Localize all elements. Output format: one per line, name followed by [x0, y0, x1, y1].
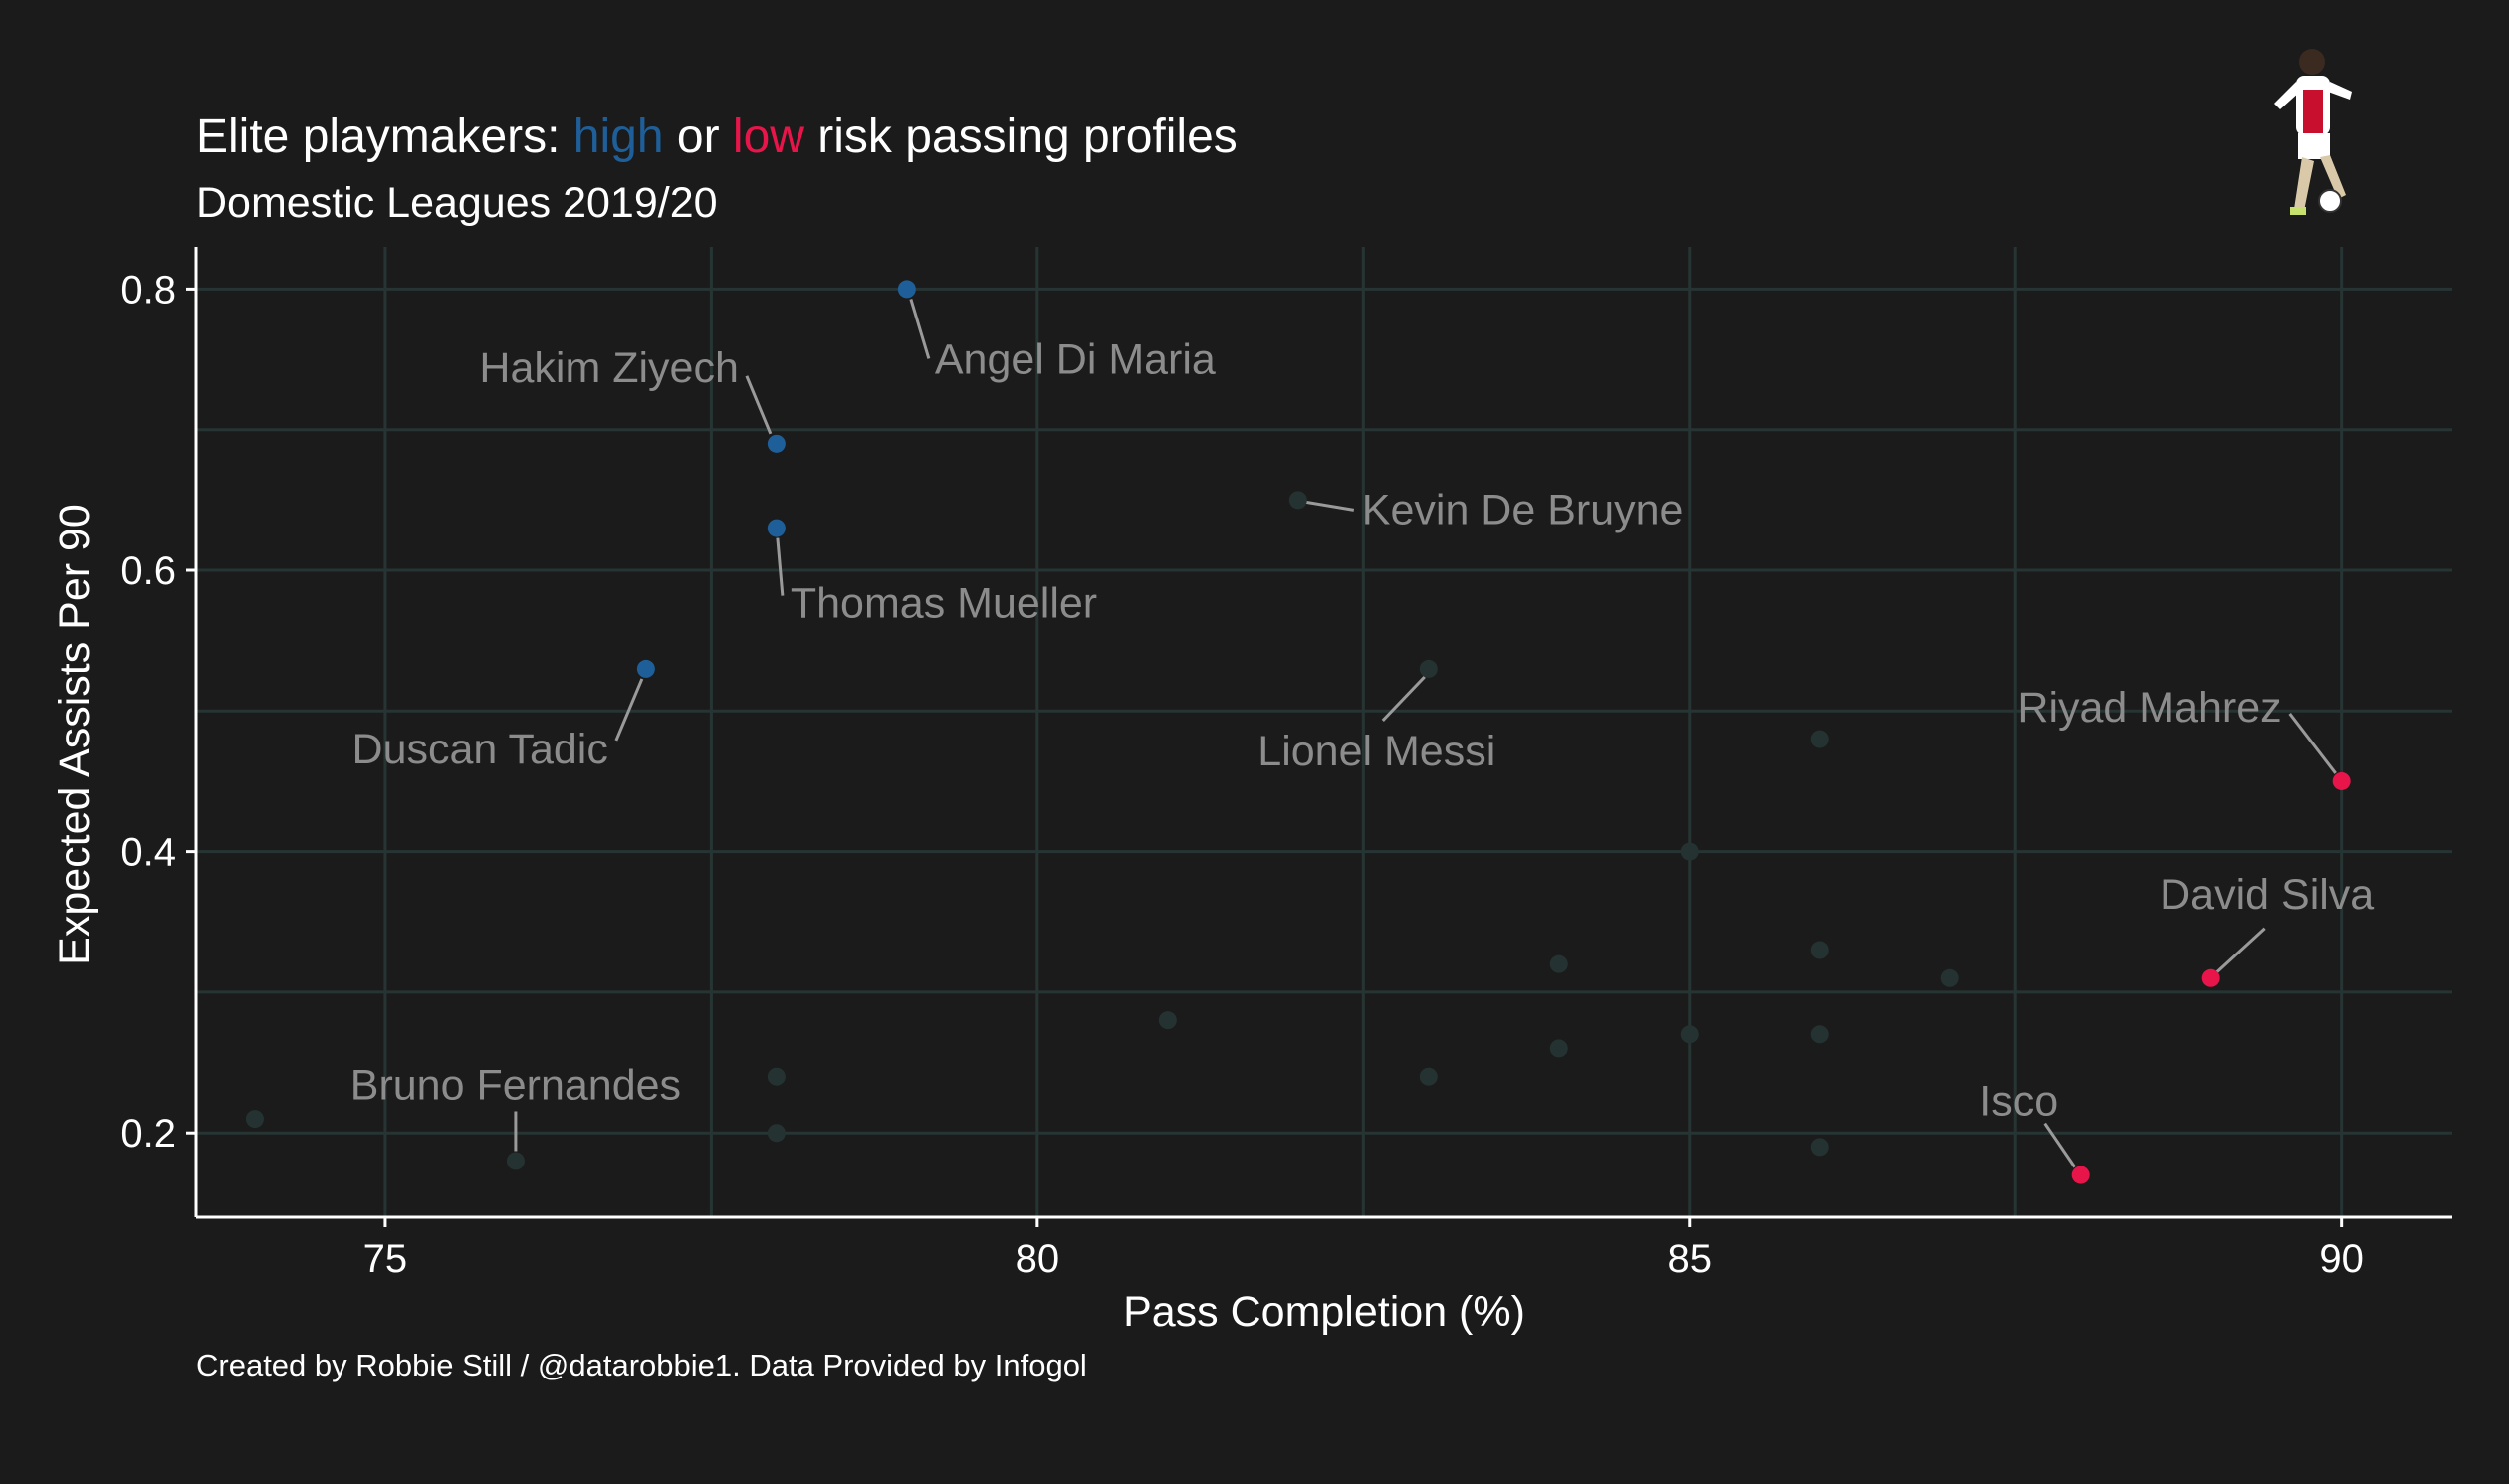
data-point: [1419, 1067, 1438, 1086]
title-part: risk passing profiles: [804, 110, 1238, 163]
data-point: [2071, 1166, 2090, 1184]
label-leader-line: [2215, 927, 2266, 973]
data-point: [767, 1067, 786, 1086]
point-label: Hakim Ziyech: [479, 344, 738, 392]
y-tick-label: 0.6: [120, 549, 176, 593]
axes: 75 80 85 90 0.2 0.4 0.6 0.8: [120, 247, 2452, 1281]
label-leader-line: [2043, 1122, 2076, 1168]
chart-subtitle: Domestic Leagues 2019/20: [196, 179, 718, 227]
title-part: Elite playmakers:: [196, 110, 573, 163]
x-tick-label: 85: [1668, 1237, 1712, 1281]
data-point: [245, 1110, 264, 1129]
y-tick-label: 0.8: [120, 268, 176, 312]
y-tick-label: 0.2: [120, 1112, 176, 1156]
y-axis-title: Expected Assists Per 90: [51, 504, 99, 965]
data-point: [506, 1152, 525, 1170]
point-labels: Angel Di Maria Hakim Ziyech Thomas Mueller…: [350, 335, 2375, 1125]
leader-lines: [514, 298, 2337, 1168]
point-label: Duscan Tadic: [352, 726, 608, 773]
point-label: Isco: [1979, 1078, 2058, 1126]
point-label: Lionel Messi: [1257, 728, 1495, 775]
label-leader-line: [614, 678, 644, 742]
point-label: Kevin De Bruyne: [1362, 486, 1684, 533]
data-point: [1419, 659, 1438, 678]
data-point: [767, 434, 786, 453]
title-part: low: [733, 110, 804, 163]
title-part: or: [664, 110, 733, 163]
grid: [196, 247, 2452, 1217]
data-points: [245, 280, 2351, 1184]
label-leader-line: [1381, 675, 1426, 722]
data-point: [1810, 730, 1829, 748]
data-point: [1940, 968, 1959, 987]
chart-title: Elite playmakers: high or low risk passi…: [196, 110, 1238, 163]
point-label: Angel Di Maria: [935, 335, 1216, 383]
data-point: [2332, 771, 2351, 790]
data-point: [636, 659, 655, 678]
point-label: Thomas Mueller: [791, 580, 1097, 628]
data-point: [1158, 1011, 1177, 1030]
y-tick-label: 0.4: [120, 831, 176, 875]
x-tick-label: 75: [363, 1237, 408, 1281]
data-point: [1810, 1138, 1829, 1157]
data-point: [897, 280, 916, 299]
point-label: David Silva: [2160, 871, 2374, 919]
label-leader-line: [2288, 713, 2337, 774]
point-label: Riyad Mahrez: [2017, 684, 2281, 732]
title-part: high: [573, 110, 664, 163]
x-axis-title: Pass Completion (%): [1123, 1288, 1525, 1336]
point-label: Bruno Fernandes: [350, 1061, 681, 1109]
player-image: [2274, 49, 2352, 215]
data-point: [1680, 842, 1699, 861]
data-point: [1680, 1025, 1699, 1044]
label-leader-line: [1305, 500, 1355, 512]
data-point: [1549, 1039, 1568, 1058]
data-point: [1810, 1025, 1829, 1044]
label-leader-line: [776, 537, 785, 596]
data-point: [1810, 941, 1829, 959]
caption: Created by Robbie Still / @datarobbie1. …: [196, 1348, 1087, 1382]
label-leader-line: [909, 298, 931, 359]
label-leader-line: [745, 375, 773, 435]
x-tick-label: 80: [1016, 1237, 1060, 1281]
data-point: [1288, 491, 1307, 510]
x-tick-label: 90: [2319, 1237, 2364, 1281]
data-point: [2201, 968, 2220, 987]
data-point: [767, 519, 786, 537]
data-point: [767, 1124, 786, 1143]
data-point: [1549, 954, 1568, 973]
